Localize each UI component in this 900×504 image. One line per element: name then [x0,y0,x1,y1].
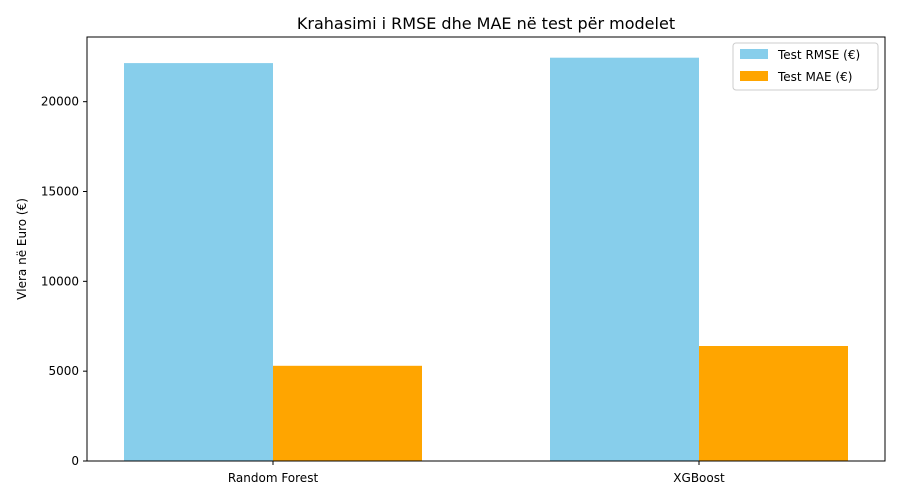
bar-mae-0 [273,365,422,461]
y-tick-label: 15000 [41,185,79,199]
bars [124,57,848,461]
legend-label: Test MAE (€) [777,70,852,84]
plot-area-frame [86,36,886,462]
bar-rmse-1 [550,57,699,461]
y-axis-ticks: 0 5000 10000 15000 20000 [41,95,87,468]
legend-swatch [740,71,768,81]
x-tick-label: Random Forest [228,471,319,485]
bar-rmse-0 [124,63,273,461]
legend-box [732,42,879,91]
legend-label: Test RMSE (€) [777,48,860,62]
y-tick-label: 20000 [41,95,79,109]
y-tick-label: 10000 [41,274,79,288]
legend-swatch [740,49,768,59]
chart-title: Krahasimi i RMSE dhe MAE në test për mod… [297,14,675,33]
legend: Test RMSE (€) Test MAE (€) [732,42,879,91]
y-tick-label: 0 [71,454,79,468]
x-tick-label: XGBoost [673,471,725,485]
y-tick-label: 5000 [48,364,79,378]
y-axis-label: Vlera në Euro (€) [15,198,29,300]
x-axis-ticks: Random Forest XGBoost [228,461,725,485]
bar-mae-1 [699,346,848,461]
